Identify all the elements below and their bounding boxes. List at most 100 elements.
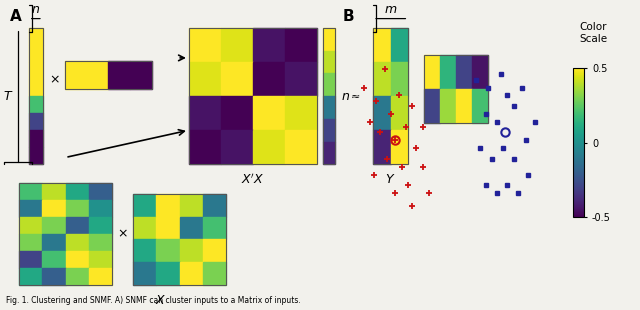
Bar bbox=[472, 89, 488, 123]
Bar bbox=[29, 147, 43, 164]
Bar bbox=[373, 28, 408, 164]
Bar bbox=[89, 183, 112, 200]
Bar bbox=[221, 28, 253, 62]
Bar bbox=[133, 194, 156, 217]
Bar bbox=[109, 61, 130, 89]
Bar bbox=[424, 55, 440, 89]
Bar bbox=[323, 142, 335, 164]
Bar bbox=[19, 200, 42, 217]
Bar bbox=[156, 262, 179, 285]
Bar bbox=[133, 217, 156, 239]
Bar bbox=[203, 217, 226, 239]
Bar bbox=[390, 96, 408, 130]
Bar bbox=[221, 96, 253, 130]
Bar bbox=[253, 28, 285, 62]
Bar bbox=[65, 217, 89, 234]
Text: B: B bbox=[342, 9, 354, 24]
Bar bbox=[156, 217, 179, 239]
Bar bbox=[456, 89, 472, 123]
Bar bbox=[203, 194, 226, 217]
Bar bbox=[65, 183, 89, 200]
Bar bbox=[65, 234, 89, 251]
Bar bbox=[373, 28, 390, 62]
Bar bbox=[424, 55, 488, 123]
Bar bbox=[179, 194, 203, 217]
Bar bbox=[65, 251, 89, 268]
Bar bbox=[65, 200, 89, 217]
Bar bbox=[285, 62, 317, 96]
Bar bbox=[87, 61, 109, 89]
Bar bbox=[253, 96, 285, 130]
Text: $m$: $m$ bbox=[384, 3, 397, 16]
Bar bbox=[29, 28, 43, 45]
Bar bbox=[373, 130, 390, 164]
Bar bbox=[179, 239, 203, 262]
Bar bbox=[390, 130, 408, 164]
Bar bbox=[133, 239, 156, 262]
Bar bbox=[42, 200, 66, 217]
Bar bbox=[323, 28, 335, 164]
Bar bbox=[390, 62, 408, 96]
Bar bbox=[133, 262, 156, 285]
Text: $X'X$: $X'X$ bbox=[241, 173, 264, 187]
Bar bbox=[285, 130, 317, 164]
Bar bbox=[221, 130, 253, 164]
Bar bbox=[189, 96, 221, 130]
Bar bbox=[323, 96, 335, 119]
Bar bbox=[89, 268, 112, 285]
Bar bbox=[472, 55, 488, 89]
Bar bbox=[189, 62, 221, 96]
Bar bbox=[323, 119, 335, 142]
Text: Fig. 1. Clustering and SNMF. A) SNMF can cluster inputs to a Matrix of inputs.: Fig. 1. Clustering and SNMF. A) SNMF can… bbox=[6, 296, 301, 305]
Bar bbox=[89, 234, 112, 251]
Text: $\times$: $\times$ bbox=[117, 228, 127, 241]
Bar bbox=[189, 130, 221, 164]
Bar bbox=[65, 268, 89, 285]
Bar bbox=[133, 194, 226, 285]
Bar bbox=[440, 55, 456, 89]
Bar bbox=[19, 183, 42, 200]
Text: $T$: $T$ bbox=[3, 90, 13, 103]
Bar bbox=[323, 28, 335, 51]
Bar bbox=[323, 51, 335, 73]
Bar bbox=[29, 45, 43, 62]
Bar bbox=[29, 113, 43, 130]
Bar bbox=[89, 200, 112, 217]
Bar bbox=[156, 239, 179, 262]
Bar bbox=[156, 194, 179, 217]
Bar bbox=[42, 183, 66, 200]
Bar bbox=[440, 89, 456, 123]
Bar bbox=[29, 79, 43, 96]
Bar bbox=[29, 130, 43, 147]
Bar bbox=[189, 28, 317, 164]
Bar bbox=[373, 62, 390, 96]
Text: $Y$: $Y$ bbox=[385, 173, 396, 186]
Bar bbox=[253, 130, 285, 164]
Bar bbox=[203, 239, 226, 262]
Bar bbox=[19, 234, 42, 251]
Bar bbox=[285, 96, 317, 130]
Text: $\approx$: $\approx$ bbox=[348, 91, 360, 101]
Bar bbox=[29, 28, 43, 164]
Bar bbox=[203, 262, 226, 285]
Bar bbox=[179, 262, 203, 285]
Text: A: A bbox=[10, 9, 21, 24]
Bar bbox=[189, 28, 221, 62]
Bar bbox=[285, 28, 317, 62]
Text: $n$: $n$ bbox=[31, 3, 40, 16]
Bar bbox=[42, 217, 66, 234]
Bar bbox=[29, 62, 43, 79]
Bar bbox=[42, 268, 66, 285]
Bar bbox=[19, 268, 42, 285]
Bar bbox=[19, 183, 112, 285]
Text: $X$: $X$ bbox=[156, 294, 166, 307]
Text: $\times$: $\times$ bbox=[49, 73, 60, 86]
Bar bbox=[221, 62, 253, 96]
Bar bbox=[29, 96, 43, 113]
Bar bbox=[19, 251, 42, 268]
Bar bbox=[130, 61, 152, 89]
Text: $n$: $n$ bbox=[341, 90, 350, 103]
Bar bbox=[65, 61, 87, 89]
Bar bbox=[323, 73, 335, 96]
Bar bbox=[19, 217, 42, 234]
